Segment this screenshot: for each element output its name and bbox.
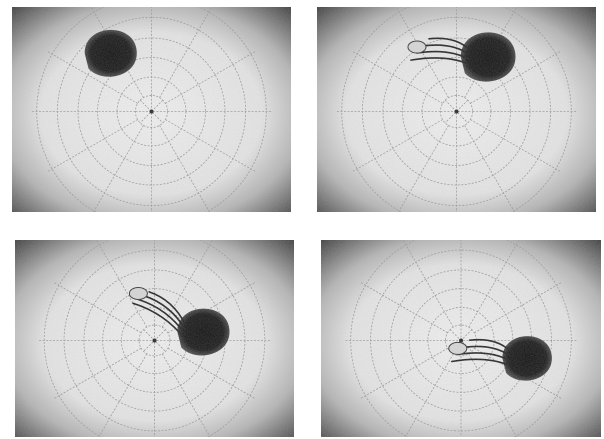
polar-map-panel-2: [317, 7, 596, 212]
polar-map-panel-1: [12, 7, 291, 212]
halftone-noise: [15, 240, 294, 437]
halftone-noise: [317, 7, 596, 212]
polar-map-svg: [317, 7, 596, 212]
polar-map-svg: [15, 240, 294, 437]
polar-map-panel-4: [321, 240, 601, 437]
halftone-noise: [12, 7, 291, 212]
polar-map-svg: [321, 240, 601, 437]
halftone-noise: [321, 240, 601, 437]
polar-map-panel-3: [15, 240, 294, 437]
polar-map-svg: [12, 7, 291, 212]
